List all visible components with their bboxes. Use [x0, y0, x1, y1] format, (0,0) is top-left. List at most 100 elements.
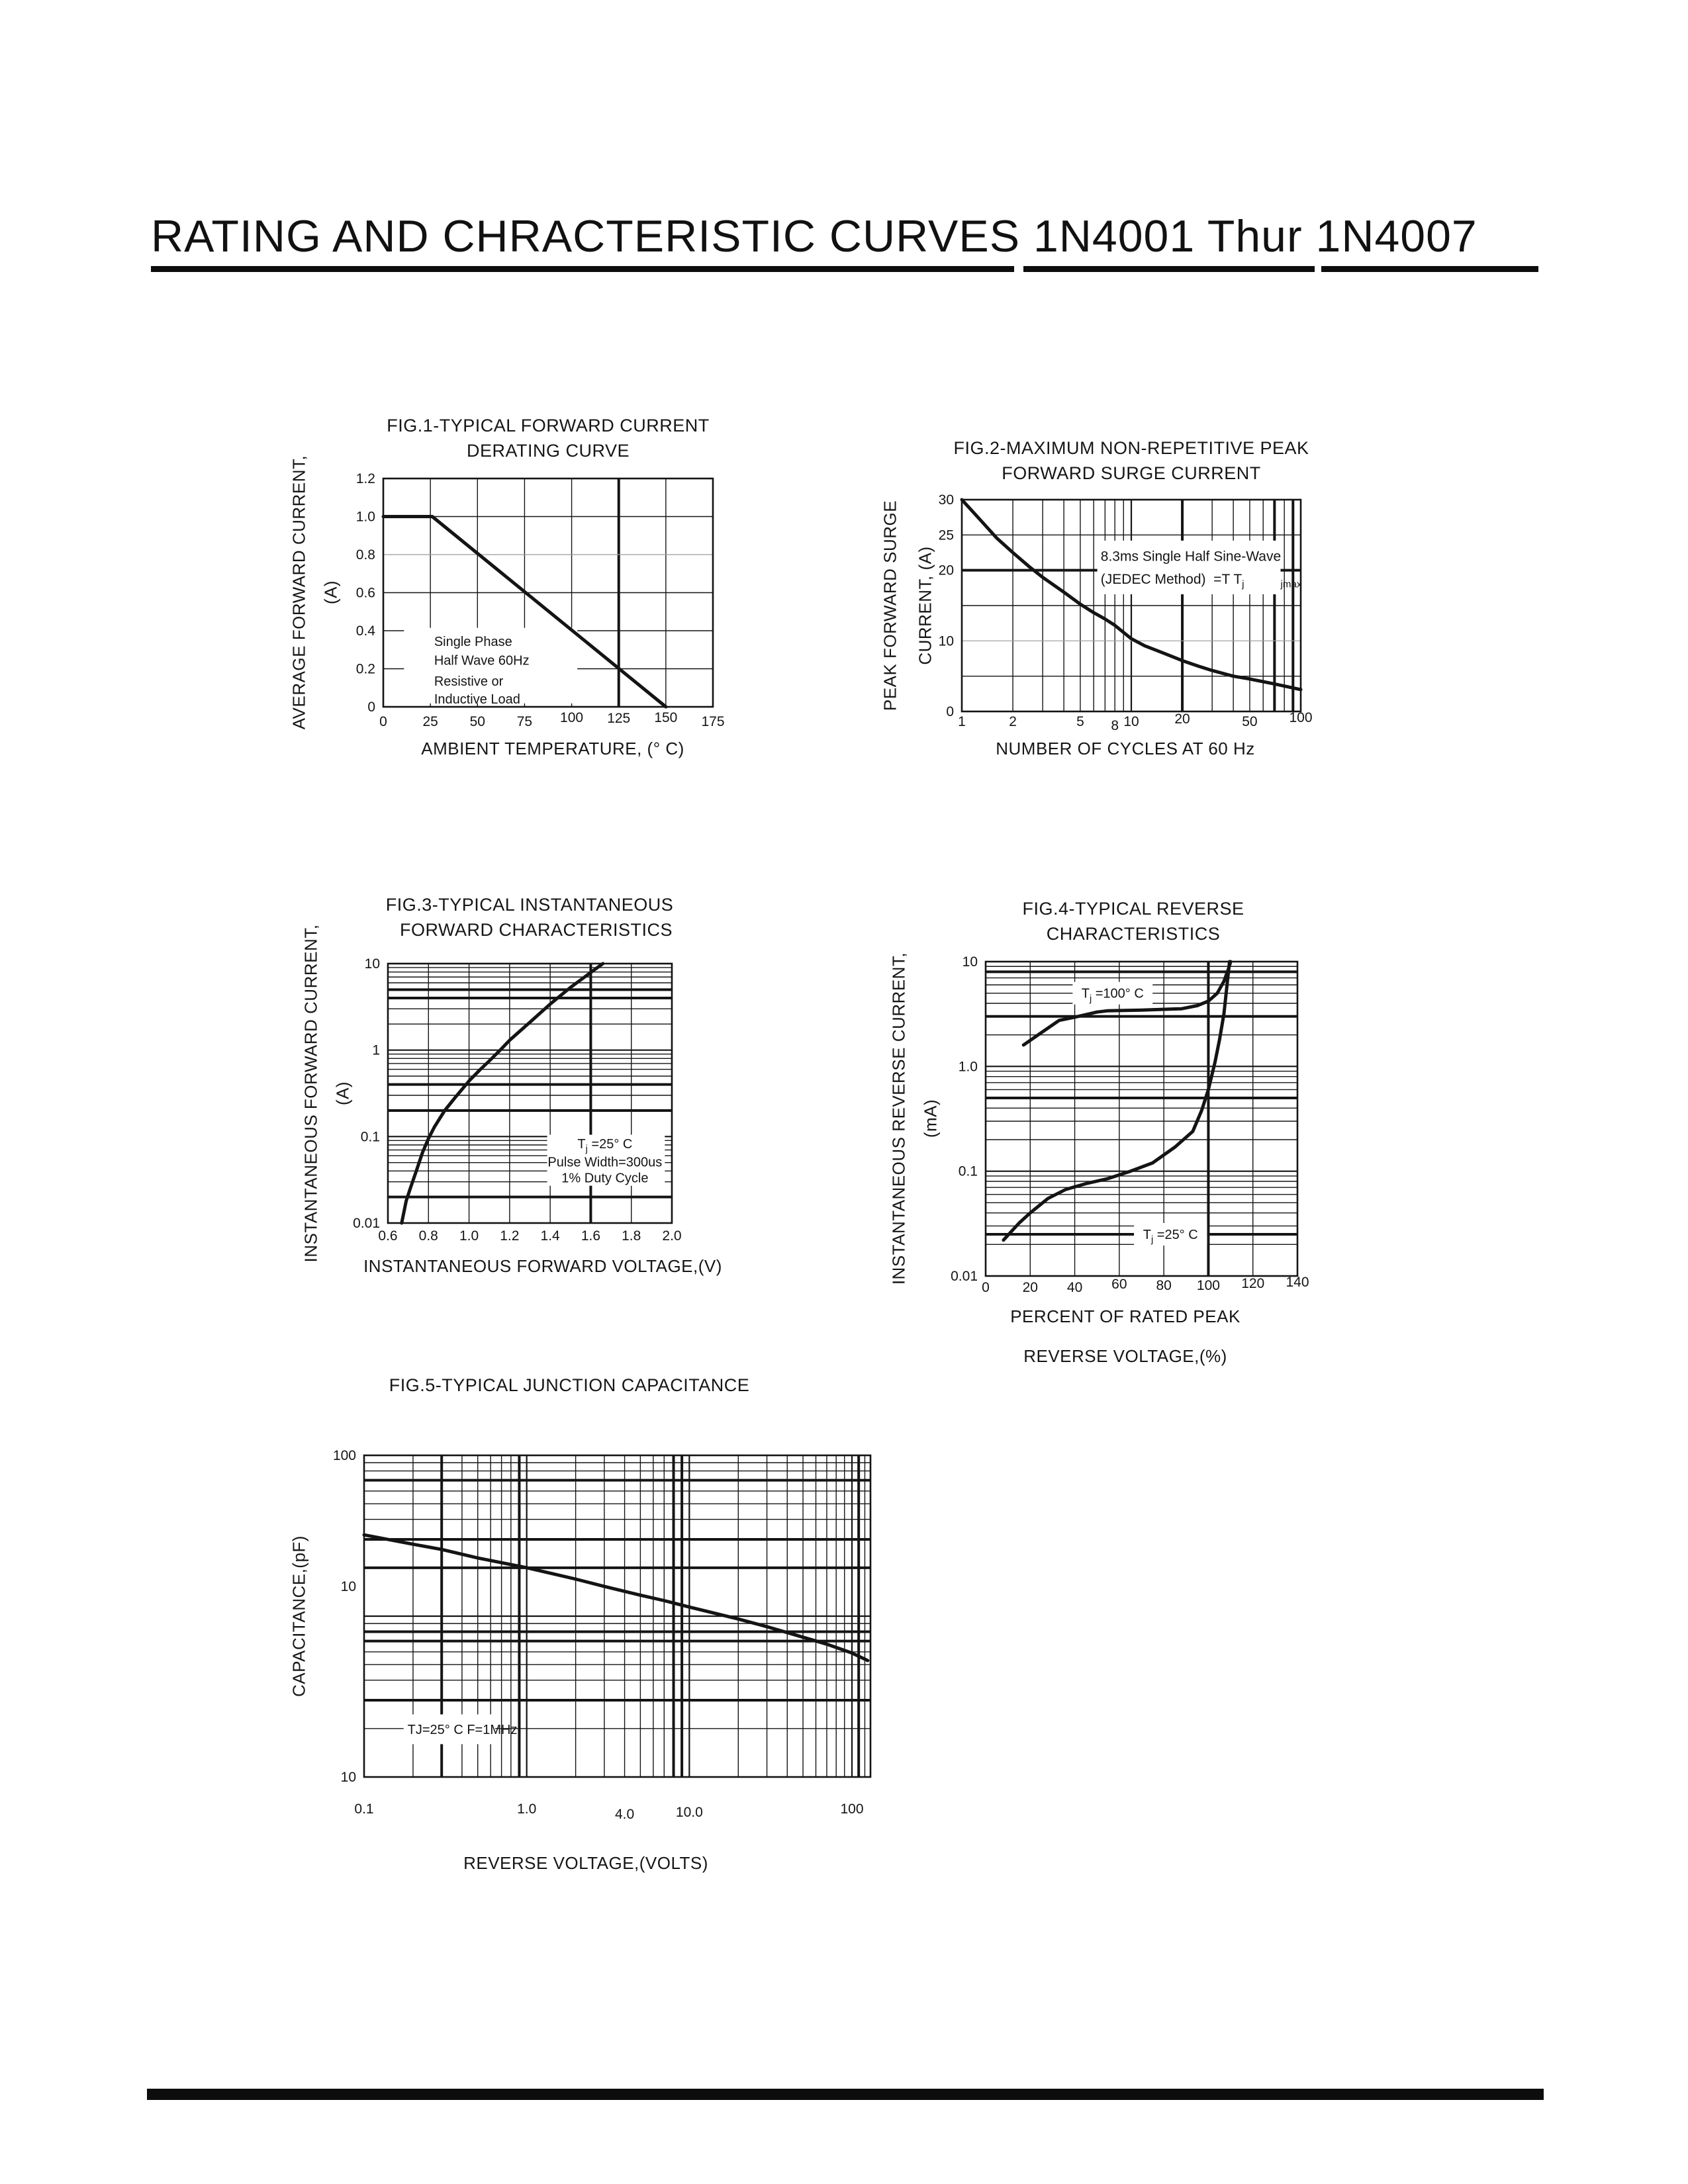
fig1-y-tick: 0: [367, 700, 375, 715]
fig2-annotation-text: 8.3ms Single Half Sine-Wave: [1101, 549, 1281, 565]
fig3-title: FIG.3-TYPICAL INSTANTANEOUS: [385, 895, 674, 915]
fig5-x-axis-label: REVERSE VOLTAGE,(VOLTS): [463, 1853, 708, 1873]
fig4-x-tick: 20: [1023, 1280, 1038, 1295]
fig3-x-tick: 1.8: [622, 1228, 641, 1244]
fig2-curve-0: [960, 498, 1303, 692]
fig4-y-tick: 0.01: [951, 1269, 978, 1284]
fig3-x-tick: 0.8: [419, 1228, 438, 1244]
fig3-plot-border: [387, 962, 673, 1224]
fig4-annotation-bg: [1072, 981, 1153, 1005]
fig1-plot-border: [382, 477, 714, 708]
fig1-x-tick: 75: [517, 714, 532, 729]
fig4-tick-labels: 0 20 40 60 80 100 120 140 10 1.0 0.1 0.01: [951, 954, 1309, 1295]
fig3-y-tick: 10: [365, 956, 380, 972]
fig2-x-tick: 1: [958, 714, 966, 729]
fig2-x-tick: 8: [1111, 718, 1119, 733]
fig1-tick-labels: 0 25 50 75 100 125 150 175 1.2 1.0 0.8 0.6 0.4 0.2 0: [356, 471, 725, 729]
fig2-plot-border: [961, 498, 1302, 713]
fig5-title: FIG.5-TYPICAL JUNCTION CAPACITANCE: [389, 1375, 750, 1395]
fig1-y-tick: 0.2: [356, 662, 375, 677]
fig1-y-tick: 0.8: [356, 547, 375, 563]
fig1-annotation-text: Inductive Load: [434, 692, 520, 707]
fig3-x-axis-label: INSTANTANEOUS FORWARD VOLTAGE,(V): [363, 1256, 722, 1276]
fig2-grid: [962, 500, 1301, 711]
fig4-annotation-text: Tj =25° C: [1143, 1228, 1198, 1246]
fig4-x-tick: 60: [1111, 1277, 1127, 1292]
fig3-annotation-text: Pulse Width=300us: [547, 1156, 662, 1170]
fig5-annotation-box: [403, 1714, 496, 1745]
fig1-annotation-text: Half Wave 60Hz: [434, 654, 530, 668]
fig1-x-tick: 175: [701, 714, 724, 729]
fig2-x-tick: 10: [1123, 714, 1139, 729]
title-rule-segment: [151, 266, 1014, 272]
fig2-title: FIG.2-MAXIMUM NON-REPETITIVE PEAK: [953, 438, 1309, 458]
fig4-annotation-bg: [1134, 1222, 1207, 1246]
fig1-annotation-text: Single Phase: [434, 635, 512, 649]
fig3-subtitle: FORWARD CHARACTERISTICS: [399, 920, 673, 940]
fig1-subtitle: DERATING CURVE: [466, 441, 630, 461]
fig2-y-tick: 30: [939, 492, 954, 508]
fig1-annotation-text: Resistive or: [434, 674, 504, 689]
fig3-y-tick: 0.01: [353, 1216, 380, 1231]
fig4-x-tick: 80: [1156, 1278, 1171, 1293]
fig5-annotation-text: TJ=25° C F=1MHz: [408, 1723, 518, 1737]
fig3-x-tick: 1.2: [500, 1228, 519, 1244]
fig5-y-tick: 10: [341, 1579, 356, 1594]
fig1-x-tick: 25: [422, 714, 438, 729]
fig5-x-tick: 100: [840, 1801, 863, 1817]
fig3-y-tick: 1: [372, 1043, 380, 1058]
fig2-x-tick: 5: [1076, 714, 1084, 729]
fig1-x-tick: 100: [560, 710, 583, 725]
footer-rule: [147, 2089, 1544, 2100]
fig4-y-tick: 1.0: [959, 1059, 978, 1074]
fig3-annotation-box: [547, 1134, 665, 1186]
fig2-subtitle: FORWARD SURGE CURRENT: [1002, 463, 1261, 483]
fig4-title: FIG.4-TYPICAL REVERSE: [1022, 899, 1244, 919]
fig2-y-tick: 25: [939, 527, 954, 543]
fig1-title: FIG.1-TYPICAL FORWARD CURRENT: [387, 416, 710, 435]
fig2-x-axis-label: NUMBER OF CYCLES AT 60 Hz: [996, 739, 1255, 758]
fig5-plot-border: [363, 1454, 872, 1778]
fig2-x-tick: 2: [1009, 714, 1017, 729]
fig4-x-axis-label-line2: REVERSE VOLTAGE,(%): [1023, 1346, 1227, 1366]
fig4-x-axis-label-line1: PERCENT OF RATED PEAK: [1010, 1306, 1241, 1326]
fig1-annotation-box: [404, 627, 578, 704]
fig5-y-tick: 100: [333, 1448, 356, 1463]
fig1-plot: 0 25 50 75 100 125 150 175 1.2 1.0 0.8 0.6 0.4 0.2 0 Si…: [356, 471, 725, 729]
fig5-grid: [364, 1455, 870, 1777]
fig1-y-tick: 0.4: [356, 623, 376, 639]
fig3-tick-labels: 0.6 0.8 1.0 1.2 1.4 1.6 1.8 2.0 10 1 0.1 0.01: [353, 956, 681, 1244]
fig3-annotation-text: 1% Duty Cycle: [561, 1171, 648, 1185]
page-title: RATING AND CHRACTERISTIC CURVES 1N4001 T…: [151, 211, 1477, 261]
fig3-curve-0: [400, 962, 605, 1225]
fig1-x-tick: 150: [654, 710, 677, 725]
fig2-y-tick: 10: [939, 633, 954, 649]
fig1-x-tick: 50: [470, 714, 485, 729]
title-rule-segment: [1321, 266, 1538, 272]
fig3-x-tick: 0.6: [378, 1228, 397, 1244]
fig2-y-tick: 0: [946, 704, 954, 719]
fig3-x-tick: 1.0: [459, 1228, 479, 1244]
fig5-x-tick: 4.0: [615, 1807, 634, 1822]
fig1-x-tick: 0: [379, 714, 387, 729]
fig4-x-tick: 140: [1286, 1275, 1309, 1290]
fig5-x-tick: 1.0: [517, 1801, 536, 1817]
fig1-x-tick: 125: [607, 711, 630, 726]
fig3-x-tick: 1.6: [581, 1228, 600, 1244]
fig5-tick-labels: 0.1 1.0 4.0 10.0 100 100 10 10: [333, 1448, 864, 1822]
fig5-plot: 0.1 1.0 4.0 10.0 100 100 10 10 TJ=25° C F=1MHz: [333, 1448, 872, 1822]
fig4-curve-1: [1002, 960, 1231, 1242]
fig2-annotation-text: (JEDEC Method) =T Tj jmax: [1101, 572, 1302, 590]
fig4-x-tick: 100: [1197, 1278, 1220, 1293]
fig4-curve-0: [1021, 960, 1233, 1047]
fig4-y-tick: 0.1: [959, 1164, 978, 1179]
fig2-y-tick: 20: [939, 563, 954, 578]
fig1-curve-0: [381, 515, 668, 709]
fig4-y-tick: 10: [962, 954, 978, 970]
fig3-x-tick: 2.0: [662, 1228, 681, 1244]
fig5-curve-0: [362, 1533, 870, 1662]
fig1-y-tick: 1.2: [356, 471, 375, 486]
fig4-x-tick: 120: [1241, 1276, 1264, 1291]
